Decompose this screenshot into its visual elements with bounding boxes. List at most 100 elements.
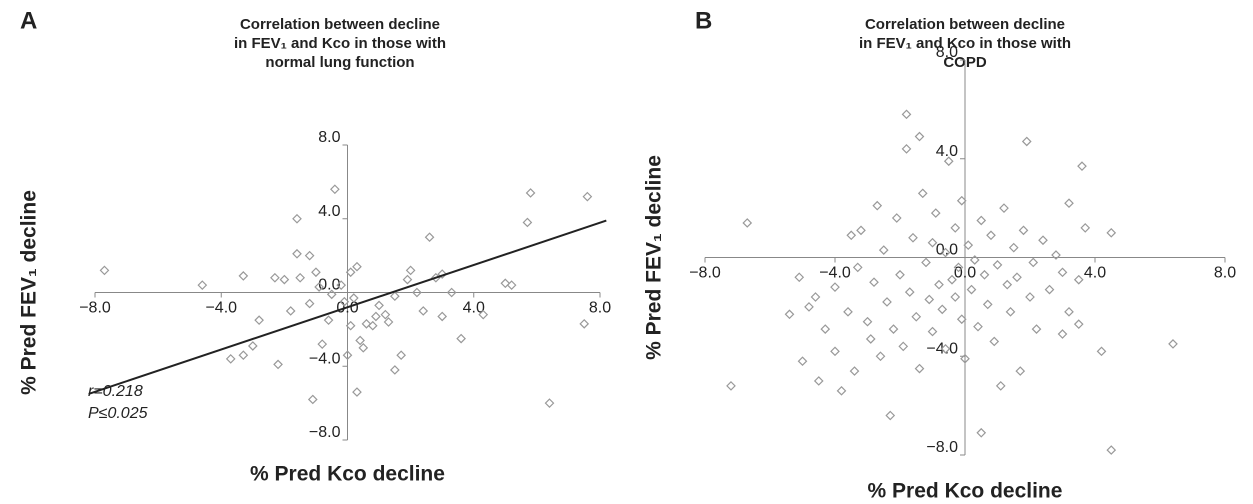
point [813, 376, 824, 386]
point [885, 410, 896, 421]
point [292, 213, 302, 224]
point [358, 342, 369, 353]
point [976, 427, 987, 438]
point [950, 223, 961, 233]
x-tick-label: −8.0 [79, 300, 111, 317]
point [1073, 319, 1084, 330]
point [99, 265, 110, 276]
point [374, 300, 384, 311]
x-tick-label: 0.0 [954, 265, 976, 282]
point [478, 309, 489, 320]
y-axis-label: % Pred FEV₁ decline [18, 190, 41, 395]
point [339, 296, 350, 307]
point [956, 195, 967, 206]
point [836, 385, 847, 396]
point [976, 215, 987, 226]
point [956, 314, 967, 325]
panel-label: A [20, 7, 37, 34]
point [869, 277, 879, 288]
point [1057, 329, 1068, 339]
point [345, 320, 356, 331]
point [969, 255, 980, 265]
point [963, 240, 974, 251]
point [1077, 161, 1087, 172]
annotation: r=0.218 [88, 383, 143, 400]
point [989, 336, 1000, 347]
x-tick-label: 8.0 [1214, 265, 1236, 282]
point [238, 350, 249, 361]
point [412, 287, 422, 298]
point [446, 287, 457, 298]
x-tick-label: 4.0 [1084, 265, 1106, 282]
point [901, 109, 912, 120]
chart-title: Correlation between decline [865, 16, 1065, 33]
point [402, 274, 413, 285]
point [865, 334, 876, 344]
x-tick-label: 8.0 [589, 300, 611, 317]
point [304, 298, 315, 309]
point [862, 316, 873, 327]
chart-title: normal lung function [265, 54, 414, 71]
point [1002, 279, 1013, 290]
point [872, 200, 883, 211]
point [986, 230, 996, 241]
point [742, 218, 753, 228]
point [197, 280, 208, 290]
y-tick-label: 0.0 [318, 277, 340, 294]
point [1012, 272, 1022, 283]
point [1008, 242, 1019, 253]
point [940, 343, 951, 354]
point [784, 309, 795, 320]
point [295, 272, 306, 283]
point [389, 365, 400, 375]
point [914, 131, 925, 142]
point [500, 278, 511, 289]
point [1106, 445, 1117, 455]
chart-title: in FEV₁ and Kco in those with [234, 35, 446, 52]
x-tick-label: −4.0 [819, 265, 851, 282]
point [1096, 346, 1107, 357]
point [330, 184, 340, 195]
y-tick-label: −4.0 [309, 350, 341, 367]
point [1031, 324, 1042, 334]
point [522, 217, 533, 228]
point [917, 188, 928, 199]
point [1073, 274, 1084, 285]
point [424, 232, 435, 243]
point [943, 156, 954, 167]
point [830, 346, 840, 357]
point [1025, 292, 1035, 302]
point [345, 267, 356, 278]
point [820, 324, 831, 334]
point [898, 341, 909, 352]
point [794, 272, 805, 283]
point [418, 306, 429, 316]
point [1028, 257, 1039, 268]
point [317, 339, 328, 349]
point [973, 321, 983, 332]
point [1064, 198, 1074, 209]
point [947, 274, 957, 285]
point [888, 324, 899, 334]
point [999, 203, 1009, 213]
annotation: P≤0.025 [88, 405, 148, 422]
point [254, 315, 264, 326]
point [525, 188, 536, 198]
point [456, 333, 466, 344]
point [927, 237, 938, 248]
y-axis-label: % Pred FEV₁ decline [643, 155, 666, 360]
point [273, 359, 283, 370]
point [437, 269, 448, 279]
point [901, 144, 912, 154]
point [1015, 366, 1026, 376]
point [982, 299, 993, 310]
point [506, 280, 517, 290]
point [804, 302, 814, 312]
point [1018, 225, 1029, 236]
chart-title: in FEV₁ and Kco in those with [859, 35, 1071, 52]
point [326, 289, 337, 300]
point [852, 262, 863, 273]
point [830, 282, 840, 292]
point [895, 269, 905, 280]
